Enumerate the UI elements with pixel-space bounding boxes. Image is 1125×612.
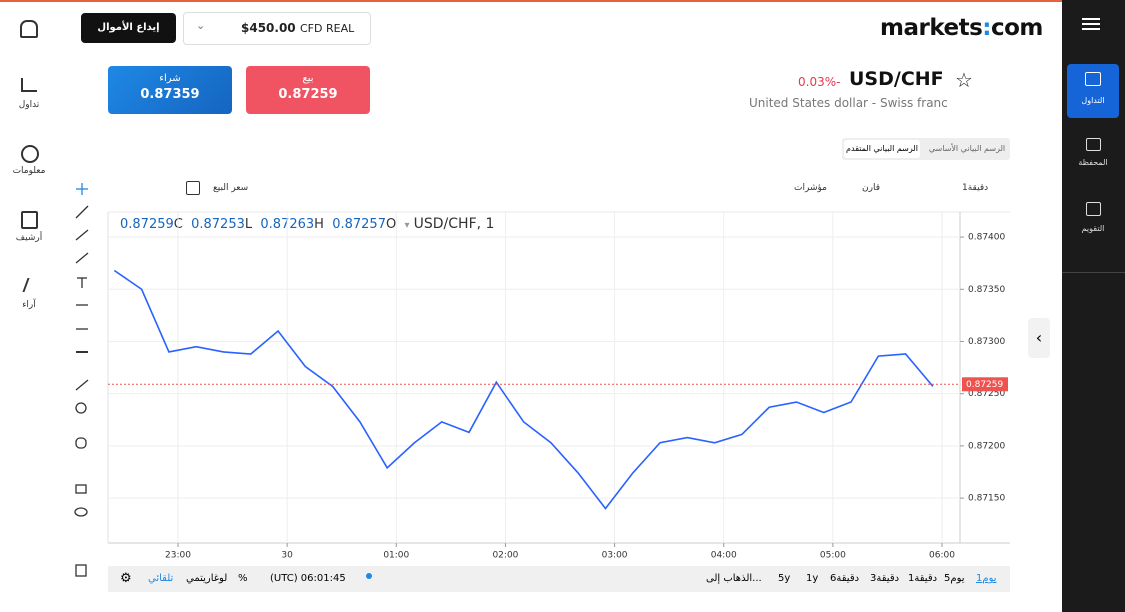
current-price-label: 0.87259 <box>966 380 1003 390</box>
right-sidebar: التداول المحفظة التقويم <box>1062 0 1125 612</box>
clock: (UTC) 06:01:45 <box>270 573 346 584</box>
bell-icon[interactable] <box>20 20 38 38</box>
x-tick-label: 02:00 <box>492 551 518 561</box>
account-box[interactable]: ⌄ $450.00 CFD REAL <box>183 12 371 45</box>
top-strip <box>0 0 1062 2</box>
auto[interactable]: تلقائي <box>148 573 174 584</box>
sell-price: 0.87259 <box>278 87 338 102</box>
x-tick-label: 30 <box>281 551 293 561</box>
instrument-name: United States dollar - Swiss franc <box>749 96 948 110</box>
deposit-button[interactable]: إيداع الأموال <box>81 13 176 43</box>
y-tick-label: 0.87250 <box>968 389 1005 399</box>
x-tick-label: 06:00 <box>929 551 955 561</box>
ohlc-symbol: USD/CHF, 1 <box>413 216 495 232</box>
icon <box>1085 72 1101 86</box>
account-type: CFD REAL <box>300 22 355 35</box>
settings-icon[interactable]: ⚙ <box>120 571 132 586</box>
checkbox[interactable] <box>186 181 200 195</box>
logo-text: markets <box>880 15 983 41</box>
tool[interactable] <box>75 437 87 449</box>
nav-label[interactable]: تداول <box>18 100 40 110</box>
tab[interactable]: الرسم البياني المتقدم <box>844 140 920 158</box>
y-tick-label: 0.87300 <box>968 337 1005 347</box>
buy-price: 0.87359 <box>140 87 200 102</box>
bottom-bar: ⚙ تلقائي لوغاريتمي % (UTC) 06:01:45 الذه… <box>108 566 1010 592</box>
nav-label[interactable]: أرشيف <box>15 233 43 243</box>
divider <box>1062 272 1125 273</box>
price-type[interactable]: سعر البيع <box>213 183 249 193</box>
sell-button[interactable]: بيع 0.87259 <box>246 66 370 114</box>
status-dot <box>366 573 372 579</box>
tool[interactable] <box>75 484 87 494</box>
range[interactable]: 1y <box>806 573 819 584</box>
price-line <box>113 269 934 510</box>
tool[interactable] <box>74 507 88 517</box>
tool[interactable] <box>75 205 89 219</box>
drawing-tools <box>74 183 89 577</box>
ohlc-key: H <box>314 217 324 232</box>
x-tick-label: 03:00 <box>602 551 628 561</box>
menu-icon[interactable] <box>1082 18 1100 20</box>
ohlc-value: 0.87257 <box>332 217 386 232</box>
change: 0.03%- <box>798 75 841 89</box>
range[interactable]: 3دقيقة <box>870 573 900 584</box>
icon <box>21 211 38 229</box>
tab-bar: الرسم البياني المتقدم الرسم البياني الأس… <box>842 138 1010 160</box>
percent[interactable]: % <box>238 573 248 584</box>
ohlc-key: L <box>244 217 253 232</box>
logo-text: com <box>991 15 1043 41</box>
range[interactable]: 1دقيقة <box>908 573 938 584</box>
log[interactable]: لوغاريتمي <box>186 573 228 584</box>
icon <box>21 78 37 92</box>
x-tick-label: 01:00 <box>383 551 409 561</box>
ohlc-value: 0.87253 <box>191 217 245 232</box>
range[interactable]: 5y <box>778 573 791 584</box>
active-tab[interactable] <box>1067 64 1119 118</box>
goto[interactable]: الذهاب إلى... <box>706 573 762 584</box>
nav-label[interactable]: التقويم <box>1081 224 1105 233</box>
x-tick-label: 05:00 <box>820 551 846 561</box>
icon <box>1086 138 1101 151</box>
range[interactable]: 5يوم <box>944 573 965 584</box>
buy-label: شراء <box>159 73 181 84</box>
nav-label[interactable]: آراء <box>22 300 36 310</box>
ohlc-key: O <box>385 217 397 232</box>
nav-label[interactable]: معلومات <box>12 166 46 176</box>
tool[interactable] <box>75 379 89 391</box>
logo: markets:com <box>880 15 1043 41</box>
y-tick-label: 0.87350 <box>968 285 1005 295</box>
symbol: USD/CHF <box>849 68 944 90</box>
collapse-button[interactable]: ‹ <box>1028 318 1050 358</box>
icon <box>21 145 39 163</box>
range[interactable]: 6دقيقة <box>830 573 860 584</box>
nav-label[interactable]: المحفظة <box>1078 158 1108 167</box>
icon <box>1086 202 1101 216</box>
y-tick-label: 0.87150 <box>968 494 1005 504</box>
chevron: ⌄ <box>196 19 206 32</box>
range[interactable]: 1يوم <box>976 573 997 584</box>
y-tick-label: 0.87200 <box>968 441 1005 451</box>
logo-dot: : <box>982 15 991 41</box>
dropdown[interactable]: ▾ <box>404 220 410 231</box>
balance: $450.00 <box>241 21 296 35</box>
y-tick-label: 0.87400 <box>968 233 1005 243</box>
tool[interactable] <box>75 564 87 577</box>
compare[interactable]: قارن <box>862 183 880 193</box>
current-price-box <box>962 377 1008 392</box>
ohlc-value: 0.87259 <box>120 217 174 232</box>
chart: 0.87150 0.87200 0.87250 0.87300 0.87350 0.874… <box>74 183 1010 577</box>
x-tick-label: 23:00 <box>165 551 191 561</box>
nav-label[interactable]: التداول <box>1081 96 1105 105</box>
buy-button[interactable]: شراء 0.87359 <box>108 66 232 114</box>
star-icon[interactable]: ☆ <box>955 68 973 92</box>
indicators[interactable]: مؤشرات <box>794 183 827 193</box>
tool[interactable] <box>75 229 89 241</box>
tool[interactable] <box>75 252 89 264</box>
interval[interactable]: 1دقيقة <box>962 183 989 193</box>
sell-label: بيع <box>302 73 314 84</box>
x-tick-label: 04:00 <box>711 551 737 561</box>
tool[interactable] <box>75 402 87 414</box>
tab[interactable]: الرسم البياني الأساسي <box>928 144 1006 153</box>
